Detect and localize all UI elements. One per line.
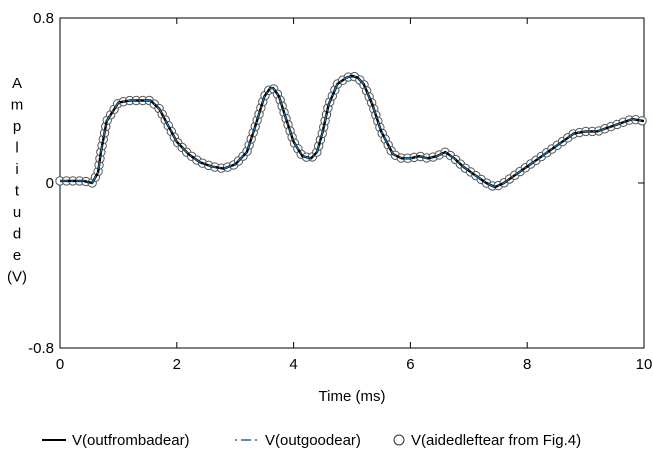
- plot-area-frame: [59, 17, 645, 349]
- y-tick-label: -0.8: [28, 340, 54, 357]
- legend: V(outfrombadear) V(outgoodear) V(aidedleft…: [42, 432, 581, 449]
- y-axis-title-char: p: [13, 118, 21, 135]
- x-axis-title: Time (ms): [319, 388, 386, 405]
- y-tick-label: 0.8: [33, 10, 54, 27]
- y-axis: 0.8 0 -0.8: [28, 10, 644, 357]
- series-layer: [55, 71, 647, 191]
- series-line-outfrombadear: [60, 74, 645, 189]
- legend-label: V(outgoodear): [265, 432, 361, 449]
- x-tick-label: 8: [523, 356, 531, 373]
- x-axis: 0 2 4 6 8 10: [56, 18, 653, 373]
- legend-label: V(outfrombadear): [72, 432, 190, 449]
- series-line-outgoodear: [60, 75, 645, 188]
- y-axis-title-char: u: [13, 204, 21, 221]
- y-axis-title-char: m: [11, 97, 24, 114]
- y-axis-title-char: e: [13, 247, 21, 264]
- x-tick-label: 4: [289, 356, 297, 373]
- legend-swatch: [393, 434, 405, 446]
- y-axis-title-char: A: [12, 75, 22, 92]
- x-tick-label: 10: [636, 356, 653, 373]
- y-tick-label: 0: [46, 175, 54, 192]
- x-tick-label: 0: [56, 356, 64, 373]
- series-aidedleftear: [55, 71, 647, 191]
- y-axis-title-char: l: [15, 140, 18, 157]
- y-axis-title-char: (V): [7, 269, 27, 286]
- y-axis-title-char: i: [15, 161, 18, 178]
- x-tick-label: 2: [173, 356, 181, 373]
- x-tick-label: 6: [406, 356, 414, 373]
- legend-label: V(aidedleftear from Fig.4): [411, 432, 581, 449]
- y-axis-title-char: d: [13, 226, 21, 243]
- y-axis-title-char: t: [15, 183, 20, 200]
